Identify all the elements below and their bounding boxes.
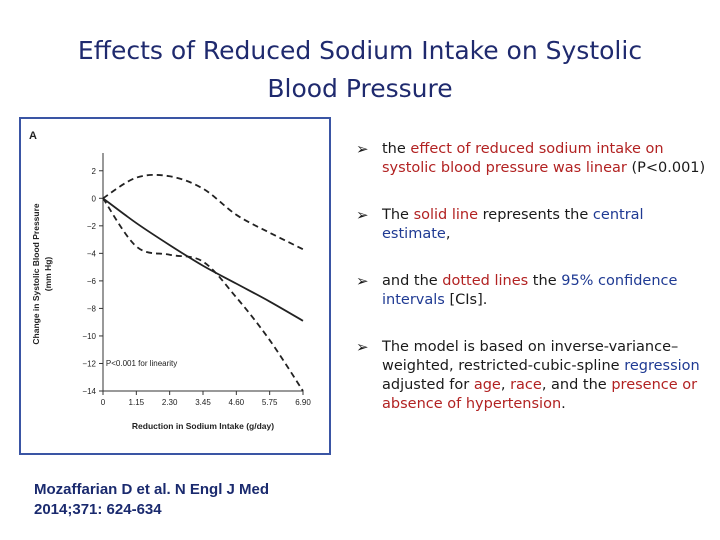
y-tick-label: 2 xyxy=(92,167,97,176)
y-tick-label: −4 xyxy=(87,249,97,258)
title-line-1: Effects of Reduced Sodium Intake on Syst… xyxy=(77,36,643,65)
bullet-text-segment: . xyxy=(561,396,566,412)
x-tick-label: 4.60 xyxy=(229,398,245,407)
bullet-text-segment: age xyxy=(473,377,501,393)
bullet-text-segment: The xyxy=(382,207,414,223)
y-tick-label: −8 xyxy=(87,304,97,313)
bullet-text-segment: race xyxy=(510,377,542,393)
bullet-text-segment: [CIs]. xyxy=(444,292,488,308)
x-tick-label: 3.45 xyxy=(195,398,211,407)
bullet-text-segment: adjusted for xyxy=(382,377,474,393)
chart-svg: A 2 0 −2 −4 −6 −8 −10 −12 −14 0 1.15 2.30 3.45 4.60 5.7… xyxy=(29,130,311,431)
bullet-text-segment: central estimate xyxy=(382,207,644,242)
bullet-text-segment: dotted lines xyxy=(442,273,529,289)
bullet-item: ➢ and the dotted lines the 95% confidence… xyxy=(356,272,711,310)
bullet-text-segment: (P<0.001) xyxy=(626,160,706,176)
slide-title: Effects of Reduced Sodium Intake on Syst… xyxy=(40,32,680,108)
x-tick-label: 5.75 xyxy=(262,398,278,407)
y-tick-label: −12 xyxy=(82,359,96,368)
title-line-2: Blood Pressure xyxy=(267,74,453,103)
bullet-text-segment: The model is based on inverse-variance–w… xyxy=(382,339,679,374)
chart-figure: A 2 0 −2 −4 −6 −8 −10 −12 −14 0 1.15 2.30 3.45 4.60 5.7… xyxy=(19,117,331,455)
bullet-text-segment: , xyxy=(445,226,451,242)
bullet-item: ➢ The solid line represents the central e… xyxy=(356,206,711,244)
x-tick-label: 1.15 xyxy=(129,398,145,407)
bullet-arrow-icon: ➢ xyxy=(356,140,369,158)
bullet-item: ➢ the effect of reduced sodium intake on … xyxy=(356,140,711,178)
confidence-interval-line xyxy=(102,197,304,392)
x-tick-label: 0 xyxy=(101,398,106,407)
bullet-list: ➢ the effect of reduced sodium intake on … xyxy=(356,140,711,442)
y-axis-label-unit: (mm Hg) xyxy=(43,257,53,292)
chart-annotation: P<0.001 for linearity xyxy=(106,359,177,368)
bullet-arrow-icon: ➢ xyxy=(356,272,369,290)
x-tick-label: 2.30 xyxy=(162,398,178,407)
y-tick-label: −6 xyxy=(87,277,97,286)
bullet-text-segment: , xyxy=(500,377,511,393)
citation-line-1: Mozaffarian D et al. N Engl J Med xyxy=(34,481,270,498)
bullet-item: ➢ The model is based on inverse-variance–… xyxy=(356,338,711,414)
bullet-arrow-icon: ➢ xyxy=(356,206,369,224)
bullet-text-segment: and the xyxy=(382,273,443,289)
x-tick-label: 6.90 xyxy=(295,398,311,407)
bullet-text-segment: , and the xyxy=(541,377,612,393)
y-tick-label: −14 xyxy=(82,387,96,396)
bullet-text-segment: the xyxy=(528,273,562,289)
bullet-text-segment: represents the xyxy=(478,207,593,223)
x-axis-label: Reduction in Sodium Intake (g/day) xyxy=(132,421,274,431)
bullet-arrow-icon: ➢ xyxy=(356,338,369,356)
panel-label: A xyxy=(29,130,37,142)
confidence-interval-line xyxy=(102,173,304,251)
bullet-text-segment: 95% confidence intervals xyxy=(382,273,678,308)
bullet-text-segment: solid line xyxy=(413,207,479,223)
citation: Mozaffarian D et al. N Engl J Med 2014;3… xyxy=(34,480,354,520)
citation-line-2: 2014;371: 624-634 xyxy=(34,501,162,518)
bullet-text-segment: regression xyxy=(624,358,700,374)
central-estimate-line xyxy=(102,197,304,322)
y-tick-label: −10 xyxy=(82,332,96,341)
bullet-text-segment: the xyxy=(382,141,411,157)
bullet-text-segment: effect of reduced sodium intake on systo… xyxy=(382,141,664,176)
y-tick-label: 0 xyxy=(92,194,97,203)
y-axis-label: Change in Systolic Blood Pressure xyxy=(31,203,41,345)
y-tick-label: −2 xyxy=(87,222,97,231)
bullet-text-segment: presence or absence of hypertension xyxy=(382,377,698,412)
